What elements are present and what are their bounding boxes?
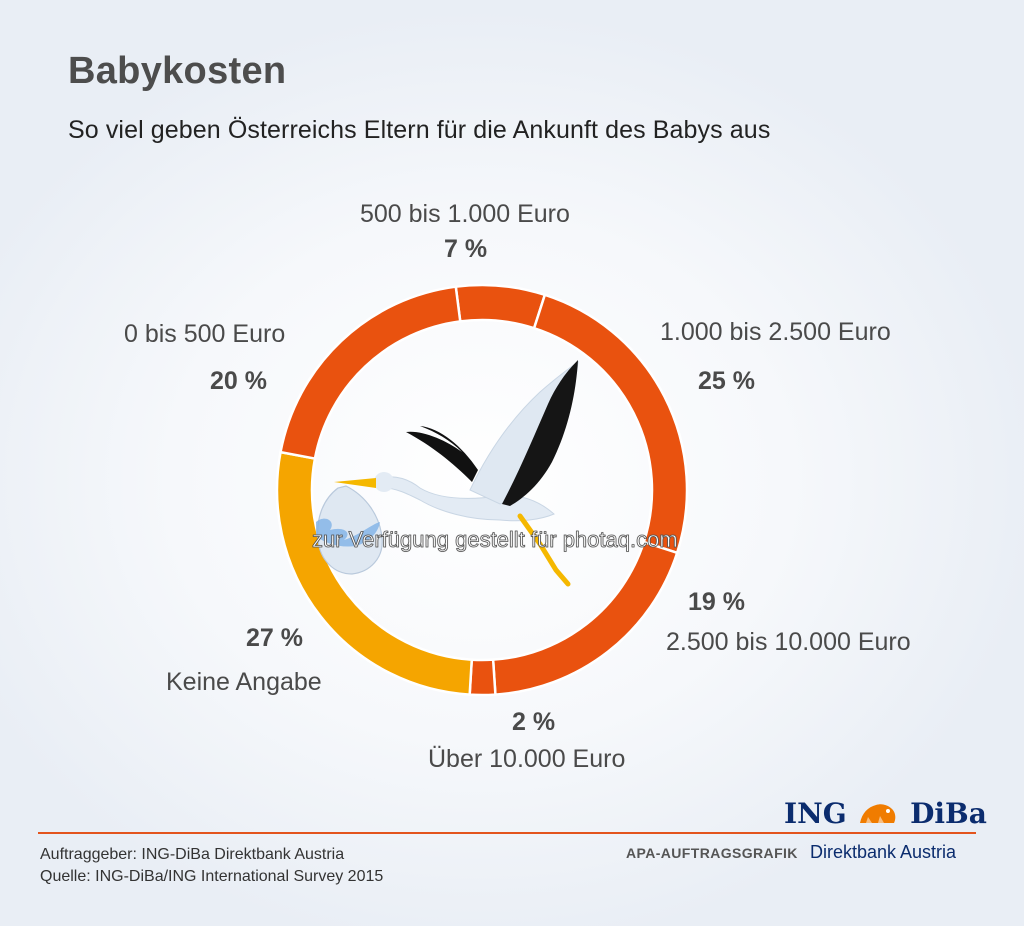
- stork-body: [379, 476, 555, 522]
- stork-legs: [517, 513, 571, 587]
- footer-client: Auftraggeber: ING-DiBa Direktbank Austri…: [40, 846, 345, 863]
- stork-head: [374, 472, 394, 492]
- slice-percent: 25 %: [698, 367, 755, 395]
- lion-icon: [860, 804, 896, 823]
- donut-slice: [468, 658, 497, 697]
- apa-label: APA-AUFTRAGSGRAFIK: [626, 845, 798, 861]
- chart-title: Babykosten: [68, 50, 287, 92]
- slice-label: 0 bis 500 Euro: [124, 320, 286, 348]
- slice-percent: 19 %: [688, 588, 745, 616]
- stork-beak: [334, 478, 376, 488]
- slice-percent: 2 %: [512, 708, 556, 736]
- donut-slice: [279, 285, 462, 461]
- slice-label: 2.500 bis 10.000 Euro: [666, 628, 911, 656]
- slice-percent: 7 %: [444, 235, 488, 263]
- stork-bundle-blue: [316, 518, 380, 547]
- slice-label: Über 10.000 Euro: [428, 745, 626, 773]
- stork-back-wing: [406, 426, 478, 482]
- slice-label: 500 bis 1.000 Euro: [360, 200, 570, 228]
- footer-source: Quelle: ING-DiBa/ING International Surve…: [40, 868, 384, 885]
- slice-percent: 27 %: [246, 624, 303, 652]
- footer-divider: [38, 832, 976, 834]
- slice-label: Keine Angabe: [166, 668, 322, 696]
- donut-slices: [275, 283, 689, 697]
- donut-slice: [454, 283, 547, 330]
- chart-subtitle: So viel geben Österreichs Eltern für die…: [68, 116, 771, 144]
- donut-slice: [275, 450, 474, 696]
- slice-label: 1.000 bis 2.500 Euro: [660, 318, 891, 346]
- bank-label: Direktbank Austria: [810, 842, 957, 862]
- brand-right: DiBa: [910, 797, 987, 830]
- stork-wing-feathers: [502, 360, 578, 506]
- ing-diba-logo: ING DiBa: [784, 797, 987, 830]
- slice-percent: 20 %: [210, 367, 267, 395]
- donut-slice: [491, 540, 679, 696]
- brand-left: ING: [784, 797, 847, 830]
- stork-illustration: [316, 360, 579, 587]
- watermark: zur Verfügung gestellt für photaq.com: [312, 527, 678, 553]
